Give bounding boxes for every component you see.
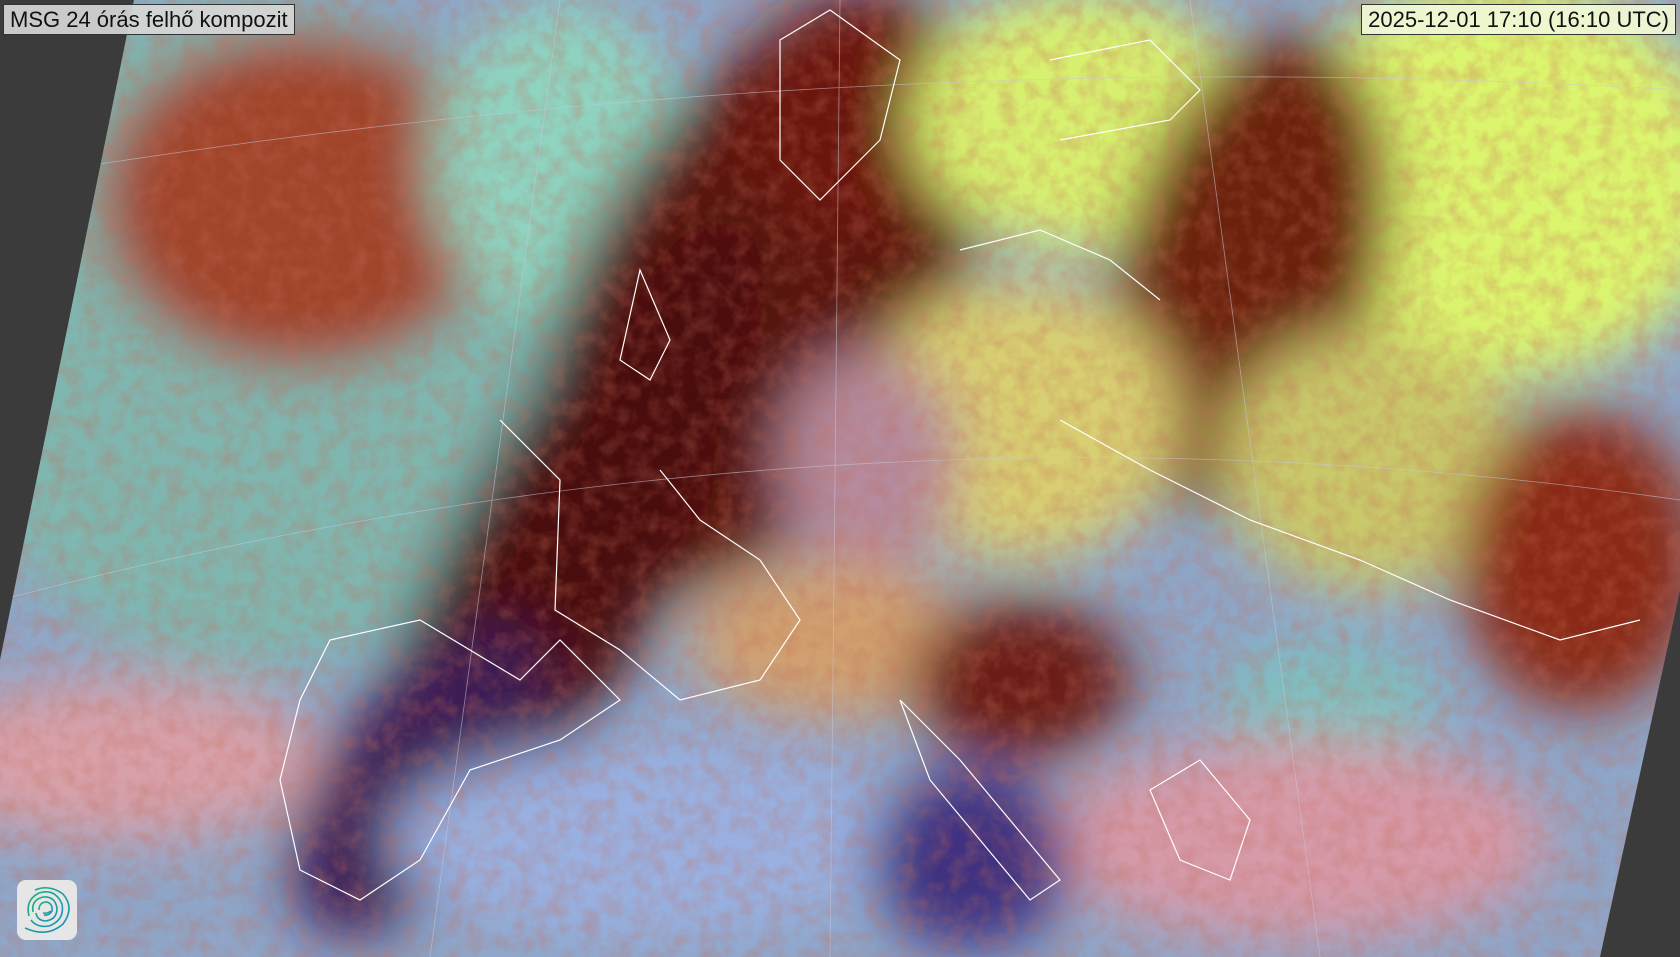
product-title: MSG 24 órás felhő kompozit xyxy=(3,4,295,35)
swirl-logo-icon xyxy=(17,880,77,940)
coastlines xyxy=(279,9,1641,901)
timestamp-label: 2025-12-01 17:10 (16:10 UTC) xyxy=(1361,4,1676,35)
